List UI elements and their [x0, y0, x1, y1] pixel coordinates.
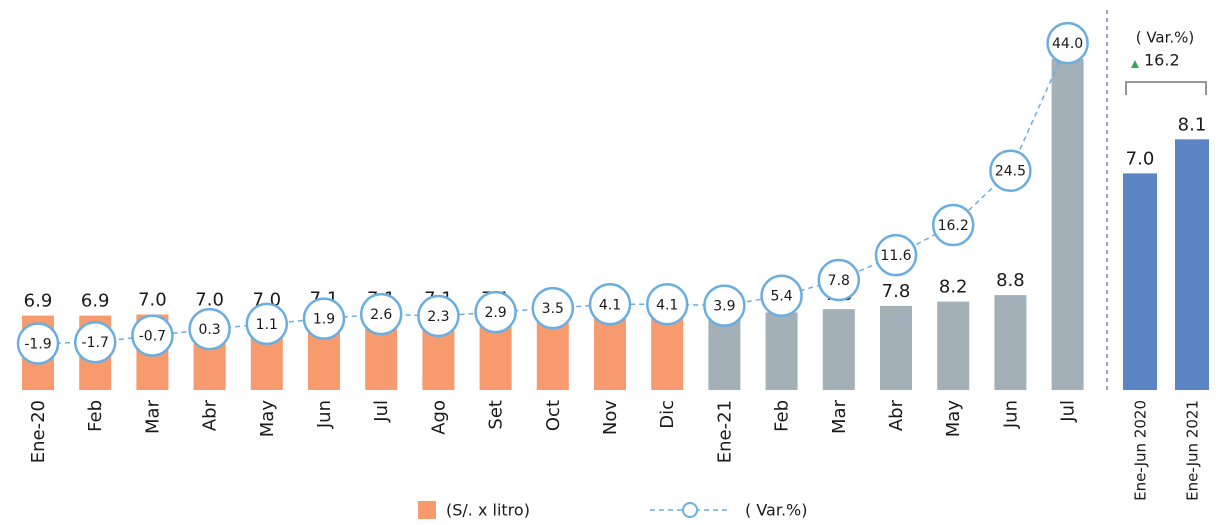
bar	[822, 309, 855, 390]
var-marker	[989, 149, 1032, 192]
var-value-label: 1.1	[256, 317, 278, 333]
bar-value-label: 8.1	[1178, 114, 1207, 135]
bar	[765, 312, 798, 390]
x-tick-label: Feb	[85, 400, 106, 432]
var-value-label: 44.0	[1052, 36, 1083, 52]
x-tick-label: Ene-Jun 2021	[1184, 400, 1202, 501]
x-tick-label: Ene-Jun 2020	[1132, 400, 1150, 501]
bar-value-label: 8.2	[939, 277, 968, 298]
var-value-label: -1.7	[82, 335, 109, 351]
var-marker	[359, 292, 403, 336]
var-marker	[703, 284, 746, 327]
var-value-label: 24.5	[995, 164, 1026, 180]
var-value-label: 2.6	[370, 307, 392, 323]
var-marker	[760, 274, 803, 317]
var-marker	[302, 297, 346, 340]
x-tick-label: Abr	[200, 399, 221, 431]
x-tick-label: Jun	[314, 400, 335, 429]
x-tick-label: Ene-20	[28, 400, 49, 463]
x-tick-label: Jul	[1058, 400, 1079, 423]
x-tick-label: Ene-21	[714, 400, 735, 463]
up-triangle	[1131, 60, 1139, 68]
x-tick-label: May	[943, 400, 964, 438]
x-tick-label: May	[257, 400, 278, 438]
var-marker	[245, 302, 289, 346]
var-value-label: 3.9	[713, 299, 735, 315]
bar-value-label: 6.9	[81, 291, 110, 312]
bar	[994, 295, 1027, 390]
bar	[651, 313, 684, 390]
bar-value-label: 7.0	[1126, 148, 1155, 169]
var-marker	[645, 283, 689, 326]
summary-change: 16.2	[1144, 51, 1180, 70]
var-value-label: 4.1	[656, 297, 678, 313]
legend-swatch	[418, 501, 436, 519]
bar-value-label: 7.8	[882, 281, 911, 302]
var-value-label: 5.4	[770, 289, 792, 305]
var-marker	[73, 320, 117, 364]
x-tick-label: Nov	[600, 400, 621, 435]
var-value-label: -1.9	[24, 337, 51, 353]
x-tick-label: Jun	[1000, 400, 1021, 429]
var-marker	[131, 314, 174, 357]
var-marker	[474, 290, 517, 334]
x-tick-label: Ago	[428, 400, 449, 435]
var-value-label: 0.3	[198, 322, 220, 338]
var-value-label: 1.9	[313, 312, 335, 328]
x-tick-label: Oct	[543, 400, 564, 431]
bar	[937, 301, 970, 390]
legend-marker	[682, 502, 698, 518]
var-value-label: 2.9	[484, 305, 506, 321]
x-tick-label: Abr	[886, 399, 907, 431]
bar	[594, 313, 626, 390]
x-tick-label: Dic	[657, 400, 678, 429]
var-marker	[16, 322, 60, 365]
var-marker	[1046, 21, 1089, 65]
var-value-label: 7.8	[828, 273, 850, 289]
var-value-label: 2.3	[427, 309, 449, 325]
bar-value-label: 8.8	[996, 270, 1025, 291]
legend-label: ( Var.%)	[745, 501, 807, 520]
bar-value-label: 7.0	[138, 290, 167, 311]
bar	[1051, 59, 1084, 390]
x-tick-label: Jul	[371, 400, 392, 423]
bracket	[1125, 81, 1207, 95]
bar-value-label: 7.0	[195, 290, 224, 311]
x-tick-label: Set	[486, 400, 507, 430]
x-tick-label: Feb	[772, 400, 793, 432]
var-value-label: -0.7	[139, 329, 166, 345]
var-marker	[188, 307, 231, 351]
var-value-label: 4.1	[599, 297, 621, 313]
var-marker	[931, 203, 975, 247]
var-value-label: 11.6	[880, 248, 911, 264]
var-value-label: 16.2	[938, 218, 969, 234]
bar	[1123, 173, 1157, 390]
legend-label: (S/. x litro)	[446, 501, 530, 520]
bar	[1175, 139, 1209, 390]
x-tick-label: Mar	[829, 399, 850, 434]
bar	[880, 305, 912, 390]
var-marker	[531, 286, 575, 330]
var-marker	[417, 294, 460, 338]
var-marker	[874, 233, 918, 277]
bar-value-label: 6.9	[24, 291, 53, 312]
var-marker	[817, 258, 861, 302]
x-tick-label: Mar	[142, 399, 163, 434]
var-marker	[588, 283, 632, 326]
var-value-label: 3.5	[542, 301, 564, 317]
summary-annotation: ( Var.%)	[1136, 29, 1195, 47]
